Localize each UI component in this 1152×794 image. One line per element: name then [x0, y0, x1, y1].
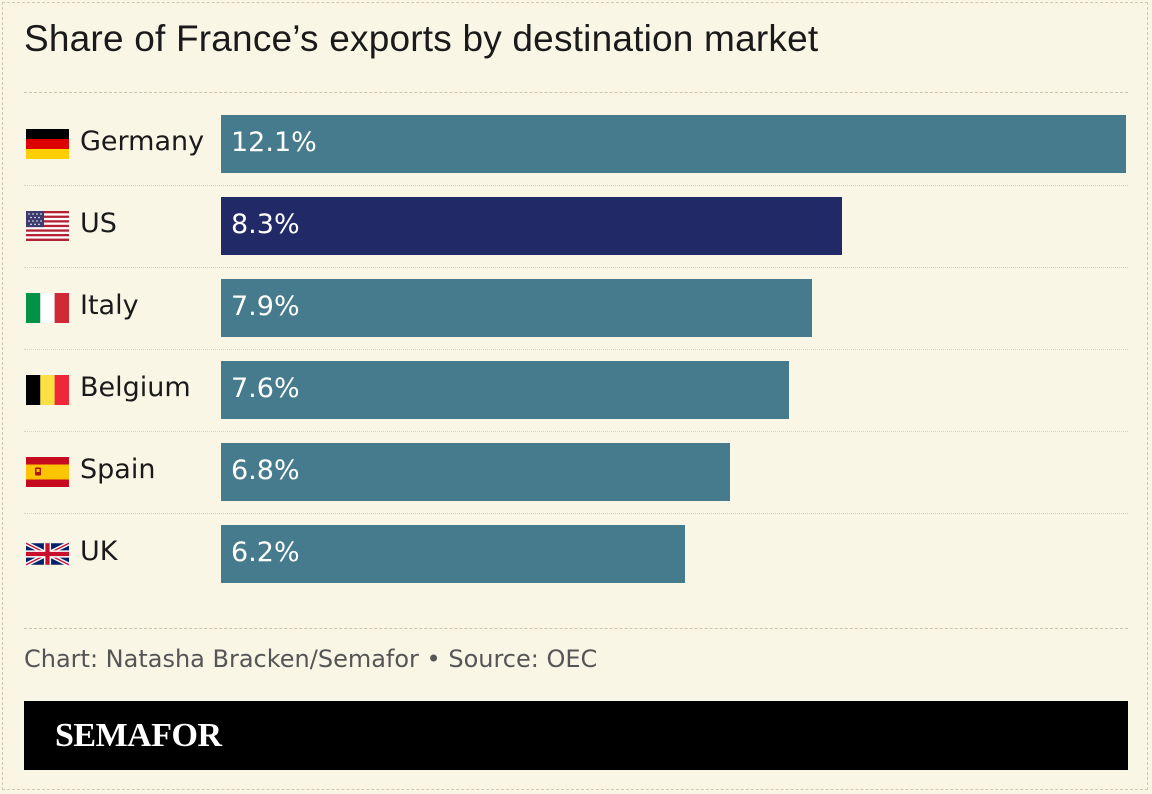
chart-row-spain: Spain 6.8%	[0, 443, 1152, 525]
us-flag-icon	[26, 211, 69, 241]
bar-uk: 6.2%	[221, 525, 685, 583]
top-divider	[24, 92, 1128, 93]
belgium-flag-icon	[26, 375, 69, 405]
country-label: Germany	[80, 126, 205, 157]
bar-belgium: 7.6%	[221, 361, 789, 419]
bar-spain: 6.8%	[221, 443, 730, 501]
chart-title: Share of France’s exports by destination…	[24, 18, 819, 59]
bottom-divider	[24, 628, 1128, 629]
bar-italy: 7.9%	[221, 279, 812, 337]
germany-flag-icon	[26, 129, 69, 159]
bar-germany: 12.1%	[221, 115, 1126, 173]
country-label: Belgium	[80, 372, 191, 403]
bar-value-label: 8.3%	[231, 209, 300, 240]
source-credit: Chart: Natasha Bracken/Semafor • Source:…	[24, 645, 598, 673]
chart-row-us: US 8.3%	[0, 197, 1152, 279]
country-label: Spain	[80, 454, 156, 485]
uk-flag-icon	[26, 541, 69, 567]
bar-value-label: 12.1%	[231, 127, 317, 158]
chart-row-belgium: Belgium 7.6%	[0, 361, 1152, 443]
bar-value-label: 6.8%	[231, 455, 300, 486]
country-label: US	[80, 208, 117, 239]
row-divider	[24, 185, 1128, 186]
bar-us: 8.3%	[221, 197, 842, 255]
italy-flag-icon	[26, 293, 69, 323]
row-divider	[24, 513, 1128, 514]
row-divider	[24, 349, 1128, 350]
country-label: UK	[80, 536, 118, 567]
country-label: Italy	[80, 290, 139, 321]
chart-row-uk: UK 6.2%	[0, 525, 1152, 607]
chart-row-italy: Italy 7.9%	[0, 279, 1152, 361]
brand-footer: SEMAFOR	[24, 701, 1128, 770]
row-divider	[24, 431, 1128, 432]
row-divider	[24, 267, 1128, 268]
bar-value-label: 7.9%	[231, 291, 300, 322]
bar-value-label: 7.6%	[231, 373, 300, 404]
chart-row-germany: Germany 12.1%	[0, 115, 1152, 197]
semafor-logo: SEMAFOR	[55, 717, 222, 754]
bar-value-label: 6.2%	[231, 537, 300, 568]
spain-flag-icon	[26, 457, 69, 487]
